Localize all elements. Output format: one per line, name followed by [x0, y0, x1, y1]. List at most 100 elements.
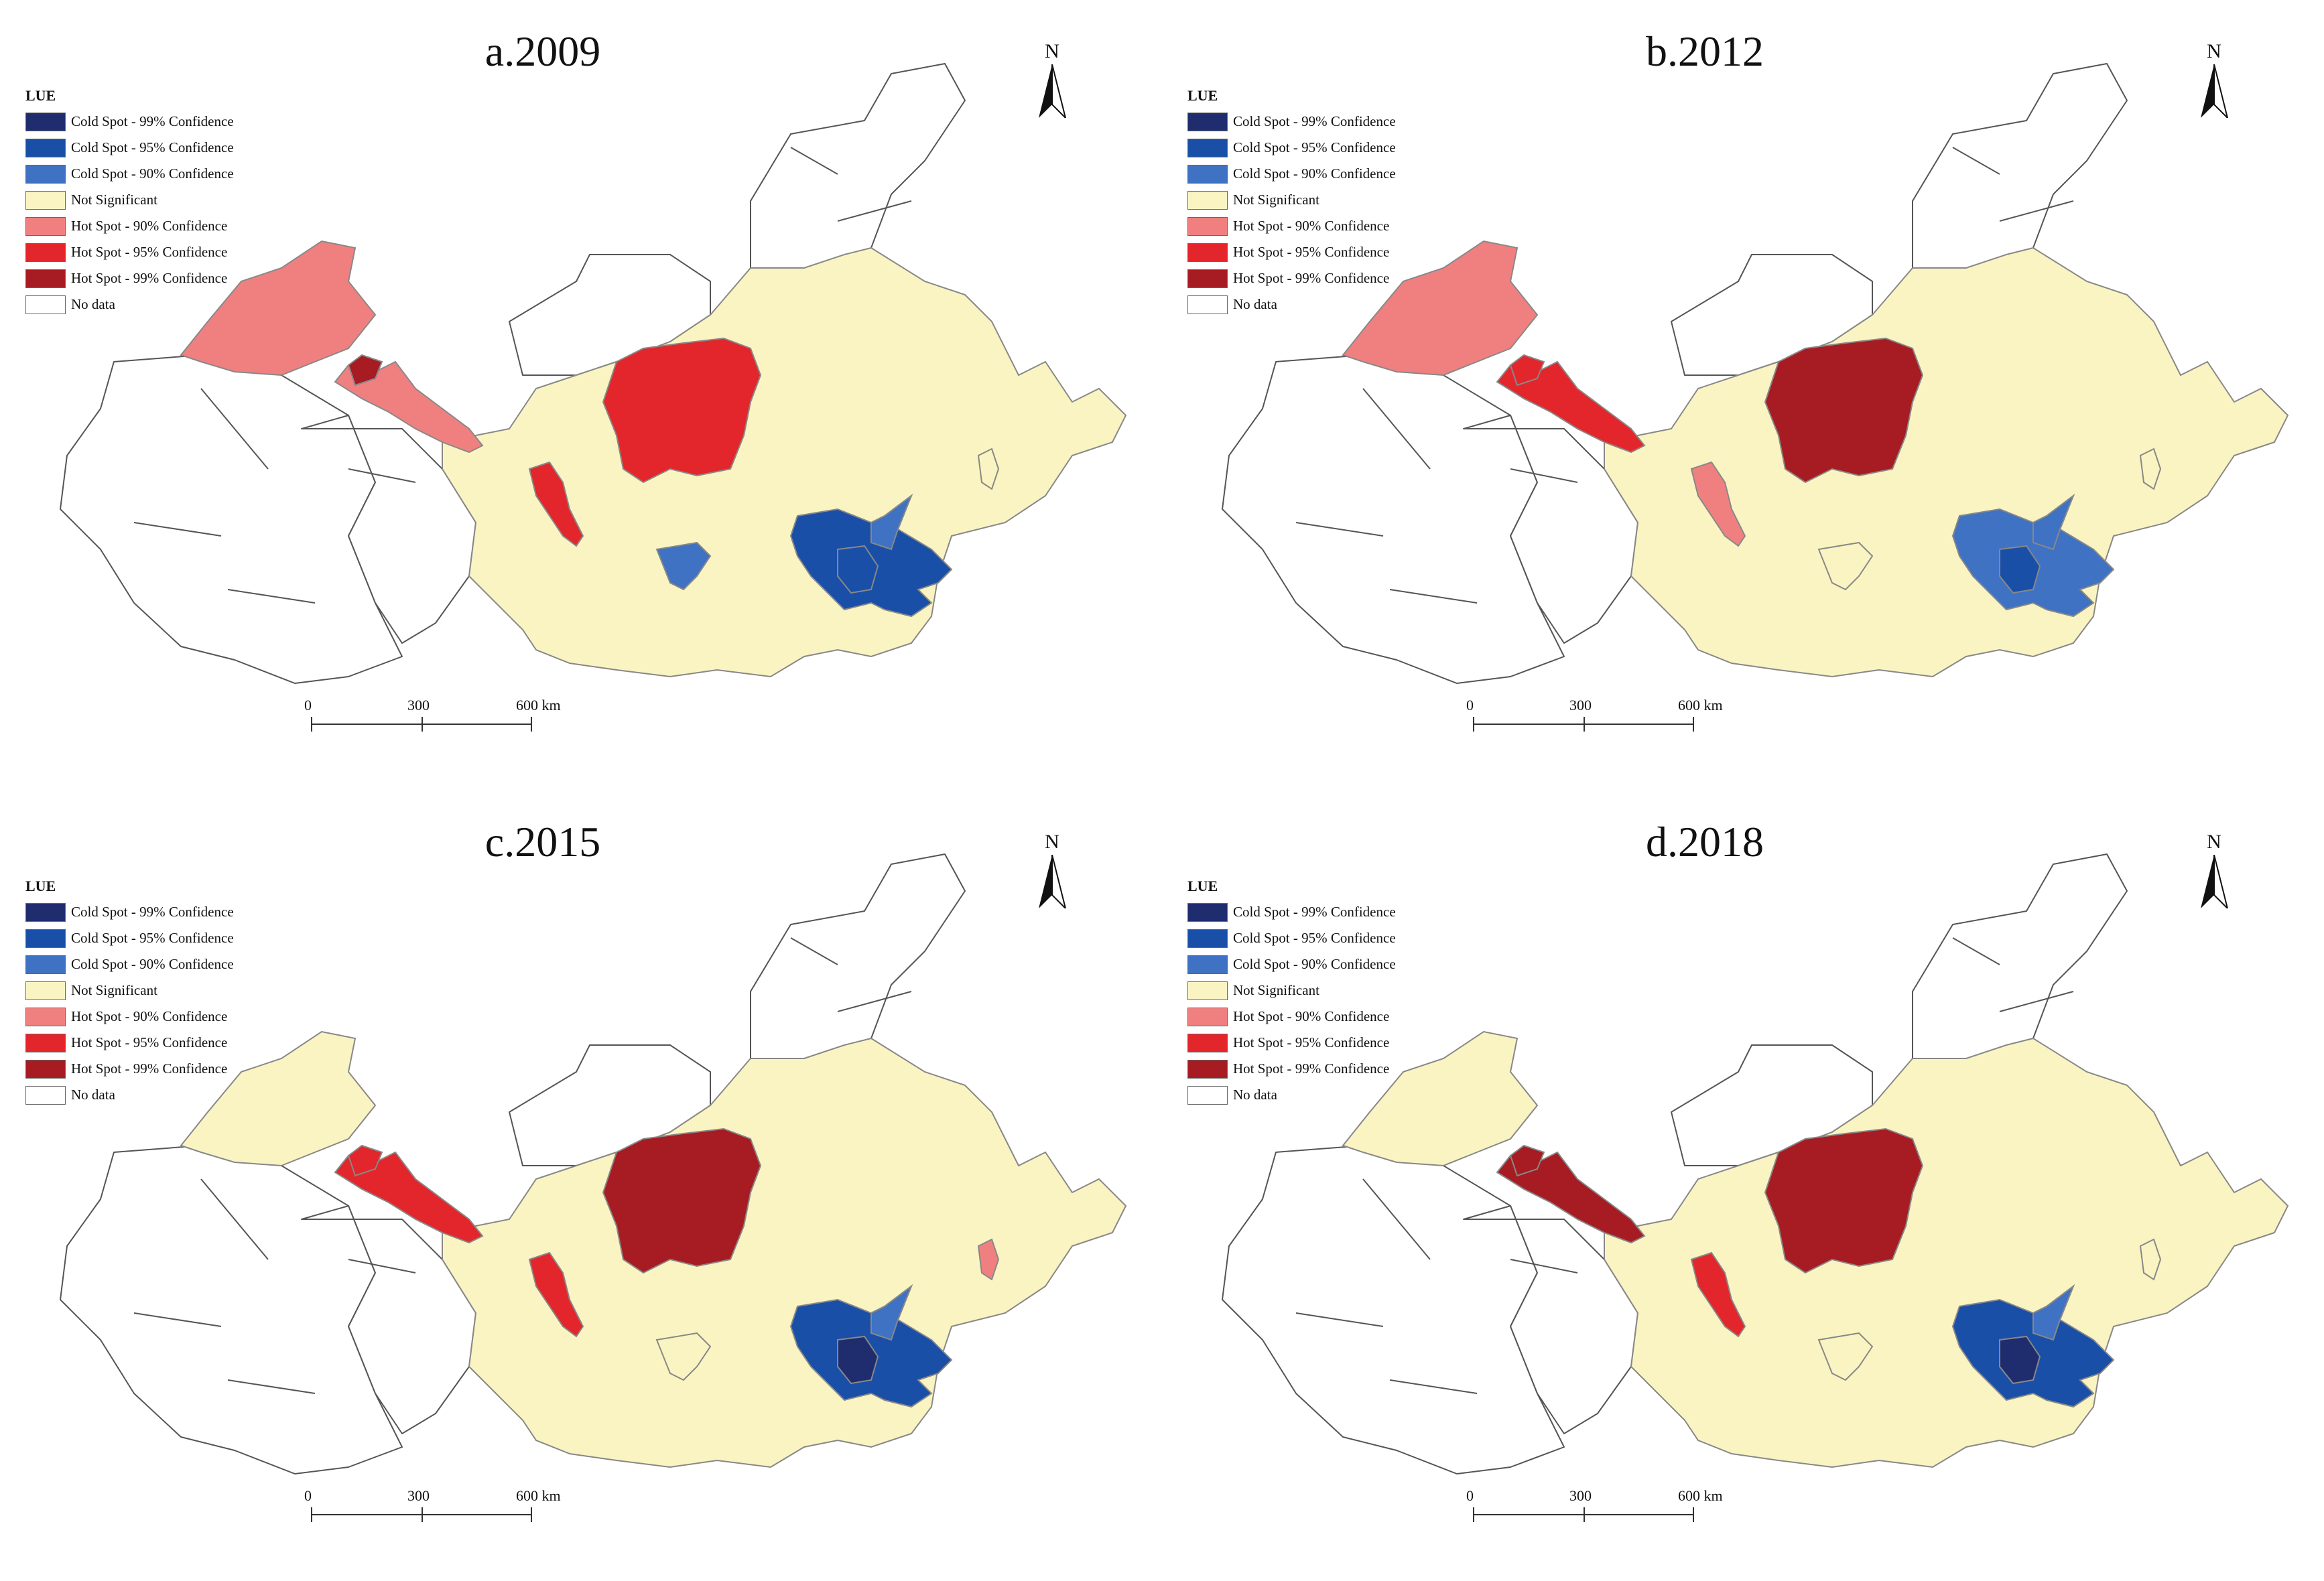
legend-swatch — [25, 112, 66, 131]
legend-item: No data — [1187, 1082, 1396, 1108]
legend-swatch — [25, 1085, 66, 1105]
not-significant-base — [442, 247, 1127, 678]
scale-tick — [531, 1507, 532, 1522]
legend-item: No data — [25, 1082, 234, 1108]
legend-swatch — [25, 1059, 66, 1079]
scale-tick — [311, 717, 312, 732]
region-strip — [1690, 1251, 1746, 1338]
region-east-core — [1999, 1335, 2041, 1385]
panel-title: b.2012 — [1646, 27, 1764, 75]
legend-item: Not Significant — [25, 187, 234, 213]
legend-item: No data — [25, 291, 234, 318]
legend-swatch — [1187, 269, 1228, 288]
legend-title: LUE — [1187, 878, 1218, 894]
legend-swatch — [1187, 112, 1228, 131]
region-ne-small — [2139, 448, 2162, 490]
legend-item: Cold Spot - 90% Confidence — [25, 951, 234, 977]
legend-label: Hot Spot - 99% Confidence — [1233, 270, 1390, 286]
legend-item: Hot Spot - 95% Confidence — [1187, 1030, 1396, 1056]
scale-tick — [1693, 1507, 1694, 1522]
scale-label-600: 600 km — [516, 1487, 561, 1504]
not-significant-base — [442, 1037, 1127, 1468]
scale-bar: 0 300 600 km — [295, 697, 590, 757]
scale-label-600: 600 km — [1678, 697, 1723, 713]
region-east-pale — [870, 494, 913, 551]
legend-title: LUE — [25, 878, 56, 894]
legend-label: Hot Spot - 95% Confidence — [1233, 244, 1390, 260]
legend-item: Hot Spot - 99% Confidence — [1187, 265, 1396, 291]
nodata-region-mid — [1463, 415, 1638, 644]
legend-item: Cold Spot - 90% Confidence — [1187, 951, 1396, 977]
legend-label: Cold Spot - 95% Confidence — [1233, 930, 1396, 946]
region-corridor-tip — [347, 1144, 383, 1177]
legend-item: Cold Spot - 95% Confidence — [25, 135, 234, 161]
legend-label: Hot Spot - 99% Confidence — [71, 270, 228, 286]
legend-item: Cold Spot - 99% Confidence — [1187, 109, 1396, 135]
legend-label: Cold Spot - 99% Confidence — [71, 113, 234, 129]
nodata-region-mid — [301, 415, 476, 644]
scale-bar: 0 300 600 km — [1457, 1487, 1752, 1548]
legend-item: Hot Spot - 99% Confidence — [25, 1056, 234, 1082]
north-arrow-icon — [2201, 64, 2229, 118]
region-west — [180, 1030, 377, 1167]
scale-label-300: 300 — [407, 697, 430, 713]
legend-item: Cold Spot - 99% Confidence — [25, 899, 234, 925]
nodata-region-north — [750, 853, 966, 1073]
legend-swatch — [1187, 955, 1228, 974]
legend-swatch — [25, 164, 66, 184]
region-blob — [1817, 1332, 1874, 1381]
nodata-region-west — [60, 1145, 403, 1474]
not-significant-base — [1604, 1037, 2289, 1468]
scale-tick — [1693, 717, 1694, 732]
region-west — [180, 240, 377, 376]
region-west — [1342, 1030, 1539, 1167]
legend-swatch — [25, 190, 66, 210]
legend-swatch — [1187, 164, 1228, 184]
legend-label: No data — [1233, 296, 1277, 312]
scale-label-0: 0 — [304, 697, 312, 713]
north-arrow: N — [2194, 831, 2234, 911]
legend-label: Cold Spot - 90% Confidence — [71, 165, 234, 182]
north-arrow: N — [1032, 40, 1072, 121]
north-arrow-icon — [1039, 855, 1067, 908]
north-arrow: N — [1032, 831, 1072, 911]
legend-label: Hot Spot - 90% Confidence — [1233, 1008, 1390, 1024]
legend-label: Cold Spot - 99% Confidence — [71, 904, 234, 920]
region-east-pale — [870, 1284, 913, 1341]
nodata-region-west — [1222, 1145, 1565, 1474]
legend-swatch — [1187, 295, 1228, 314]
region-east-core — [837, 545, 879, 594]
legend-item: Hot Spot - 99% Confidence — [25, 265, 234, 291]
legend-swatch — [25, 929, 66, 948]
scale-label-300: 300 — [407, 1487, 430, 1504]
hotspot-map — [1222, 853, 2289, 1474]
region-strip — [528, 1251, 584, 1338]
region-corridor-tip — [1509, 354, 1545, 387]
legend-label: Not Significant — [1233, 982, 1319, 998]
scale-label-300: 300 — [1569, 697, 1592, 713]
north-arrow-icon — [2201, 855, 2229, 908]
scale-tick — [1584, 1507, 1585, 1522]
panel-title: d.2018 — [1646, 818, 1764, 866]
region-central — [1764, 337, 1924, 484]
legend-item: Cold Spot - 90% Confidence — [1187, 161, 1396, 187]
legend-label: No data — [71, 296, 115, 312]
legend-swatch — [1187, 1085, 1228, 1105]
north-label: N — [1045, 831, 1059, 853]
scale-label-600: 600 km — [516, 697, 561, 713]
legend-label: Cold Spot - 95% Confidence — [71, 139, 234, 155]
map-panel-0: a.2009 N LUE Cold Spot - 99% Confidence C… — [0, 0, 1162, 790]
region-east-core — [837, 1335, 879, 1385]
legend-label: Cold Spot - 99% Confidence — [1233, 904, 1396, 920]
scale-tick — [531, 717, 532, 732]
region-ne-small — [2139, 1238, 2162, 1281]
north-label: N — [2207, 831, 2221, 853]
legend-item: Cold Spot - 95% Confidence — [25, 925, 234, 951]
scale-label-0: 0 — [304, 1487, 312, 1504]
legend-label: Cold Spot - 95% Confidence — [1233, 139, 1396, 155]
legend-label: Hot Spot - 90% Confidence — [71, 1008, 228, 1024]
legend-label: Hot Spot - 90% Confidence — [1233, 218, 1390, 234]
legend-swatch — [25, 243, 66, 262]
hotspot-map — [60, 853, 1127, 1474]
legend-swatch — [25, 269, 66, 288]
